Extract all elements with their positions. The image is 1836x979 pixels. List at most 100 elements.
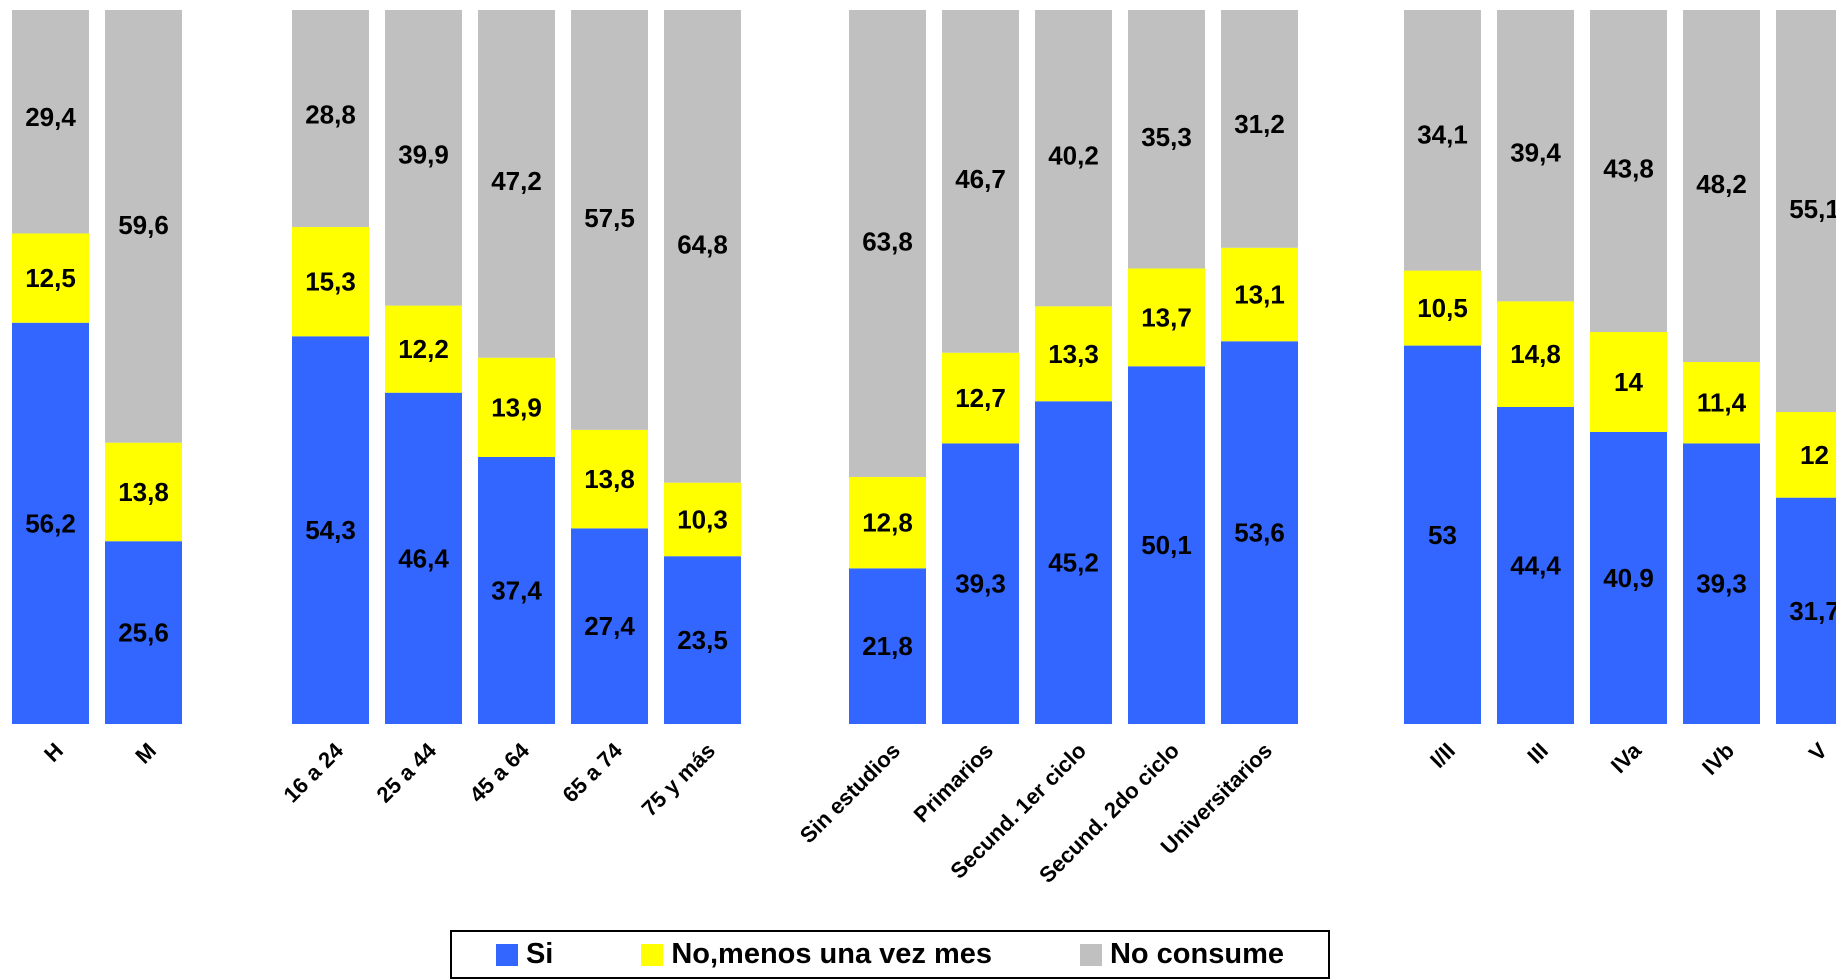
legend-item-no-menos: No,menos una vez mes	[641, 938, 992, 971]
x-tick-label-2-1: Primarios	[909, 738, 998, 827]
bar-si-1-3	[571, 528, 648, 724]
bar-no-menos-0-1	[105, 442, 182, 542]
x-tick-label-3-2: IVa	[1606, 737, 1647, 778]
bar-no-consume-1-3	[571, 10, 648, 430]
value-label-no-consume-3-1: 39,4	[1510, 138, 1561, 168]
value-label-no-menos-1-1: 12,2	[398, 334, 449, 364]
bar-si-1-1	[385, 392, 462, 724]
bar-si-1-0	[292, 336, 369, 724]
value-label-no-menos-1-3: 13,8	[584, 464, 635, 494]
value-label-no-consume-0-0: 29,4	[25, 102, 76, 132]
x-tick-label-3-0: I/II	[1425, 738, 1460, 773]
value-label-no-consume-1-4: 64,8	[677, 230, 728, 260]
bar-no-consume-2-2	[1035, 10, 1112, 307]
value-label-si-2-0: 21,8	[862, 631, 913, 661]
bar-no-consume-1-1	[385, 10, 462, 306]
bar-si-3-4	[1776, 497, 1836, 724]
bar-no-menos-1-4	[664, 482, 741, 557]
bar-si-0-1	[105, 541, 182, 724]
value-label-no-menos-3-4: 12	[1800, 440, 1829, 470]
chart-plot: 56,2 12,5 29,4 H 25,6 13,8 59,6 M 54,3 15,3 28,8 16…	[12, 10, 1836, 888]
value-label-no-menos-2-2: 13,3	[1048, 339, 1099, 369]
x-tick-label-1-2: 45 a 64	[464, 737, 534, 807]
bar-no-consume-3-2	[1590, 10, 1667, 333]
bar-no-menos-2-1	[942, 352, 1019, 444]
value-label-si-1-3: 27,4	[584, 611, 635, 641]
x-tick-label-3-1: III	[1522, 738, 1553, 769]
bar-si-3-2	[1590, 431, 1667, 724]
value-label-no-consume-3-0: 34,1	[1417, 120, 1468, 150]
value-label-si-2-3: 50,1	[1141, 530, 1192, 560]
bar-si-2-2	[1035, 401, 1112, 724]
bar-no-menos-2-3	[1128, 268, 1205, 367]
bar-no-menos-3-0	[1404, 270, 1481, 346]
x-tick-label-1-4: 75 y más	[637, 738, 720, 821]
legend-swatch-no-consume	[1079, 943, 1102, 966]
value-label-no-menos-2-1: 12,7	[955, 383, 1006, 413]
value-label-no-menos-0-1: 13,8	[118, 477, 169, 507]
value-label-no-menos-1-0: 15,3	[305, 267, 356, 297]
value-label-si-2-1: 39,3	[955, 569, 1006, 599]
value-label-si-3-0: 53	[1428, 520, 1457, 550]
legend-label-no-consume: No consume	[1109, 938, 1284, 970]
value-label-si-1-1: 46,4	[398, 543, 449, 573]
bar-si-1-4	[664, 556, 741, 724]
bar-si-0-0	[12, 322, 89, 724]
value-label-no-consume-2-3: 35,3	[1141, 122, 1192, 152]
value-label-no-menos-0-0: 12,5	[25, 263, 76, 293]
value-label-no-consume-1-3: 57,5	[584, 203, 635, 233]
value-label-no-consume-2-1: 46,7	[955, 164, 1006, 194]
value-label-no-consume-3-4: 55,1	[1789, 194, 1836, 224]
value-label-no-consume-1-1: 39,9	[398, 140, 449, 170]
x-tick-label-3-4: V	[1804, 738, 1832, 766]
bar-no-menos-1-2	[478, 357, 555, 457]
value-label-si-3-1: 44,4	[1510, 550, 1561, 580]
legend: Si No,menos una vez mes No consume	[450, 930, 1330, 979]
bar-no-menos-2-0	[849, 476, 926, 569]
x-tick-label-0-0: H	[39, 738, 68, 767]
bar-no-consume-2-4	[1221, 10, 1298, 248]
legend-swatch-no-menos	[641, 943, 664, 966]
x-tick-label-1-1: 25 a 44	[371, 737, 441, 807]
bar-no-consume-2-1	[942, 10, 1019, 353]
value-label-si-3-3: 39,3	[1696, 569, 1747, 599]
bar-no-menos-1-1	[385, 305, 462, 393]
bar-si-2-3	[1128, 366, 1205, 724]
bar-no-consume-1-2	[478, 10, 555, 358]
value-label-no-consume-0-1: 59,6	[118, 210, 169, 240]
value-label-no-consume-3-2: 43,8	[1603, 153, 1654, 183]
bar-no-menos-3-1	[1497, 301, 1574, 407]
bar-si-3-0	[1404, 345, 1481, 724]
value-label-no-menos-1-4: 10,3	[677, 504, 728, 534]
x-tick-label-2-0: Sin estudios	[795, 738, 905, 848]
bar-no-consume-3-3	[1683, 10, 1760, 363]
x-tick-label-0-1: M	[130, 738, 161, 769]
value-label-no-consume-1-0: 28,8	[305, 99, 356, 129]
value-label-no-menos-3-2: 14	[1614, 367, 1643, 397]
x-tick-label-3-3: IVb	[1697, 738, 1739, 780]
bar-si-1-2	[478, 456, 555, 724]
value-label-si-2-2: 45,2	[1048, 548, 1099, 578]
legend-item-no-consume: No consume	[1079, 938, 1284, 971]
bar-si-2-1	[942, 443, 1019, 724]
bar-no-consume-0-0	[12, 10, 89, 234]
value-label-no-menos-3-1: 14,8	[1510, 339, 1561, 369]
value-label-no-consume-3-3: 48,2	[1696, 169, 1747, 199]
value-label-no-menos-3-3: 11,4	[1697, 388, 1747, 418]
bar-no-consume-1-4	[664, 10, 741, 483]
bar-no-consume-2-0	[849, 10, 926, 477]
bar-si-3-1	[1497, 406, 1574, 724]
x-tick-label-1-0: 16 a 24	[278, 737, 348, 807]
value-label-si-3-4: 31,7	[1789, 596, 1836, 626]
value-label-no-menos-2-3: 13,7	[1141, 302, 1192, 332]
value-label-no-consume-2-0: 63,8	[862, 226, 913, 256]
value-label-si-1-0: 54,3	[305, 515, 356, 545]
bar-si-2-4	[1221, 341, 1298, 724]
bar-no-menos-0-0	[12, 233, 89, 323]
legend-label-no-menos: No,menos una vez mes	[671, 938, 993, 970]
value-label-si-1-2: 37,4	[491, 575, 542, 605]
value-label-no-menos-2-4: 13,1	[1234, 280, 1285, 310]
bar-no-menos-3-4	[1776, 411, 1836, 498]
value-label-si-2-4: 53,6	[1234, 518, 1285, 548]
legend-swatch-si	[495, 943, 518, 966]
